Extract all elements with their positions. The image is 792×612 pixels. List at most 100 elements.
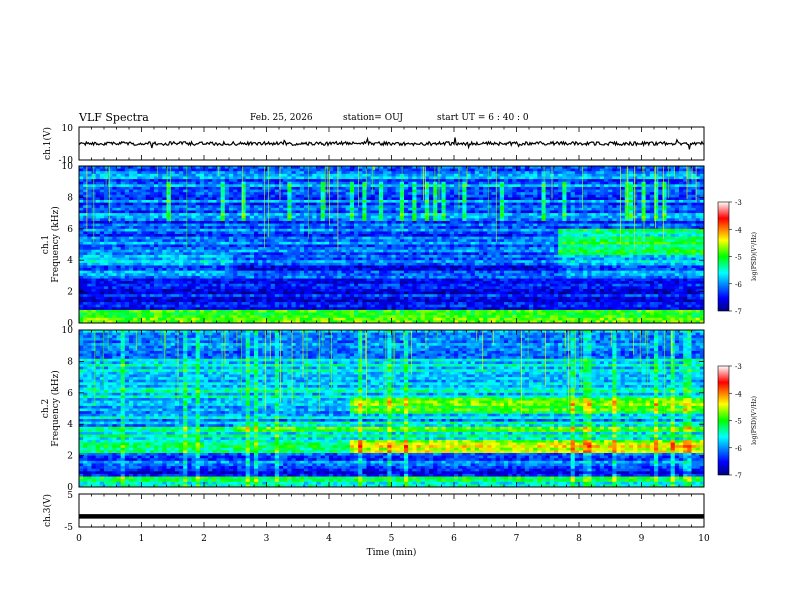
spectrogram-cell: [320, 200, 326, 204]
spectrogram-cell: [229, 273, 234, 277]
spectrogram-cell: [287, 278, 292, 282]
spectrogram-cell: [283, 200, 288, 204]
spectrogram-cell: [362, 239, 367, 243]
spectrogram-cell: [116, 294, 122, 298]
spectrogram-cell: [83, 226, 88, 230]
spectrogram-cell: [249, 296, 255, 300]
spectrogram-cell: [358, 286, 363, 290]
spectrogram-cell: [124, 202, 130, 206]
spectrogram-cell: [208, 220, 213, 224]
spectrogram-cell: [170, 179, 176, 183]
spectrogram-cell: [341, 281, 347, 285]
spectrogram-cell: [191, 309, 197, 313]
spectrogram-cell: [383, 228, 388, 232]
spectrogram-cell: [83, 189, 88, 193]
spectrogram-cell: [216, 254, 222, 258]
spectrogram-cell: [404, 281, 409, 285]
spectrogram-cell: [283, 236, 288, 240]
spectrogram-cell: [329, 265, 334, 269]
spectrogram-cell: [224, 228, 230, 232]
spectrogram-cell: [124, 320, 130, 324]
spectrogram-cell: [354, 299, 359, 303]
spectrogram-cell: [108, 304, 113, 308]
spectrogram-cell: [104, 186, 109, 190]
spectrogram-cell: [129, 294, 134, 298]
spectrogram-cell: [383, 207, 388, 211]
spectrogram-cell: [395, 265, 401, 269]
spectrogram-cell: [416, 197, 422, 201]
spectrogram-cell: [370, 304, 376, 308]
spectrogram-cell: [287, 189, 292, 193]
spectrogram-cell: [316, 254, 322, 258]
spectrogram-cell: [154, 302, 159, 306]
spectrogram-cell: [374, 179, 380, 183]
spectrogram-cell: [299, 218, 305, 222]
spectrogram-cell: [366, 270, 372, 274]
spectrogram-cell: [258, 275, 263, 279]
spectrogram-cell: [412, 226, 417, 230]
spectrogram-cell: [329, 186, 334, 190]
spectrogram-cell: [87, 207, 92, 211]
spectrogram-cell: [224, 283, 230, 287]
spectrogram-cell: [129, 281, 134, 285]
spectrogram-cell: [158, 226, 163, 230]
spectrogram-cell: [295, 281, 301, 285]
spectrogram-cell: [124, 213, 130, 217]
spectrogram-cell: [399, 265, 405, 269]
spectrogram-cell: [233, 265, 238, 269]
spectrogram-cell: [287, 166, 292, 170]
spectrogram-cell: [362, 241, 367, 245]
spectrogram-cell: [116, 176, 122, 180]
spectrogram-cell: [283, 262, 288, 266]
spectrogram-cell: [366, 315, 372, 319]
spectrogram-cell: [245, 207, 251, 211]
spectrogram-cell: [179, 197, 184, 201]
spectrogram-cell: [208, 249, 213, 253]
spectrogram-cell: [179, 281, 184, 285]
spectrogram-cell: [108, 268, 113, 272]
spectrogram-cell: [87, 281, 92, 285]
spectrogram-cell: [154, 200, 159, 204]
spectrogram-cell: [83, 283, 88, 287]
spectrogram-cell: [224, 309, 230, 313]
spectrogram-cell: [245, 260, 251, 264]
spectrogram-cell: [108, 283, 113, 287]
spectrogram-cell: [333, 294, 338, 298]
spectrogram-cell: [129, 302, 134, 306]
spectrogram-cell: [354, 247, 359, 251]
spectrogram-cell: [154, 236, 159, 240]
spectrogram-cell: [324, 281, 330, 285]
spectrogram-cell: [149, 252, 155, 256]
spectrogram-cell: [374, 223, 380, 227]
spectrogram-cell: [116, 223, 122, 227]
spectrogram-cell: [337, 192, 342, 196]
spectrogram-cell: [174, 189, 180, 193]
spectrogram-cell: [120, 207, 126, 211]
spectrogram-cell: [316, 273, 322, 277]
spectrogram-cell: [116, 283, 122, 287]
spectrogram-cell: [320, 312, 326, 316]
spectrogram-cell: [99, 268, 105, 272]
spectrogram-cell: [270, 171, 276, 175]
spectrogram-cell: [329, 275, 334, 279]
spectrogram-cell: [379, 252, 384, 256]
spectrogram-cell: [233, 286, 238, 290]
spectrogram-cell: [162, 309, 167, 313]
spectrogram-cell: [79, 299, 84, 303]
spectrogram-cell: [399, 262, 405, 266]
spectrogram-cell: [220, 228, 226, 232]
spectrogram-cell: [187, 273, 192, 277]
spectrogram-cell: [233, 213, 238, 217]
spectrogram-cell: [416, 304, 422, 308]
spectrogram-cell: [79, 247, 84, 251]
spectrogram-cell: [324, 166, 330, 170]
spectrogram-cell: [408, 173, 413, 177]
spectrogram-cell: [362, 207, 367, 211]
spectrogram-cell: [99, 299, 105, 303]
spectrogram-cell: [412, 262, 417, 266]
spectrogram-cell: [299, 291, 305, 295]
spectrogram-cell: [420, 260, 426, 264]
spectrogram-cell: [316, 299, 322, 303]
spectrogram-cell: [254, 254, 259, 258]
spectrogram-cell: [141, 218, 147, 222]
